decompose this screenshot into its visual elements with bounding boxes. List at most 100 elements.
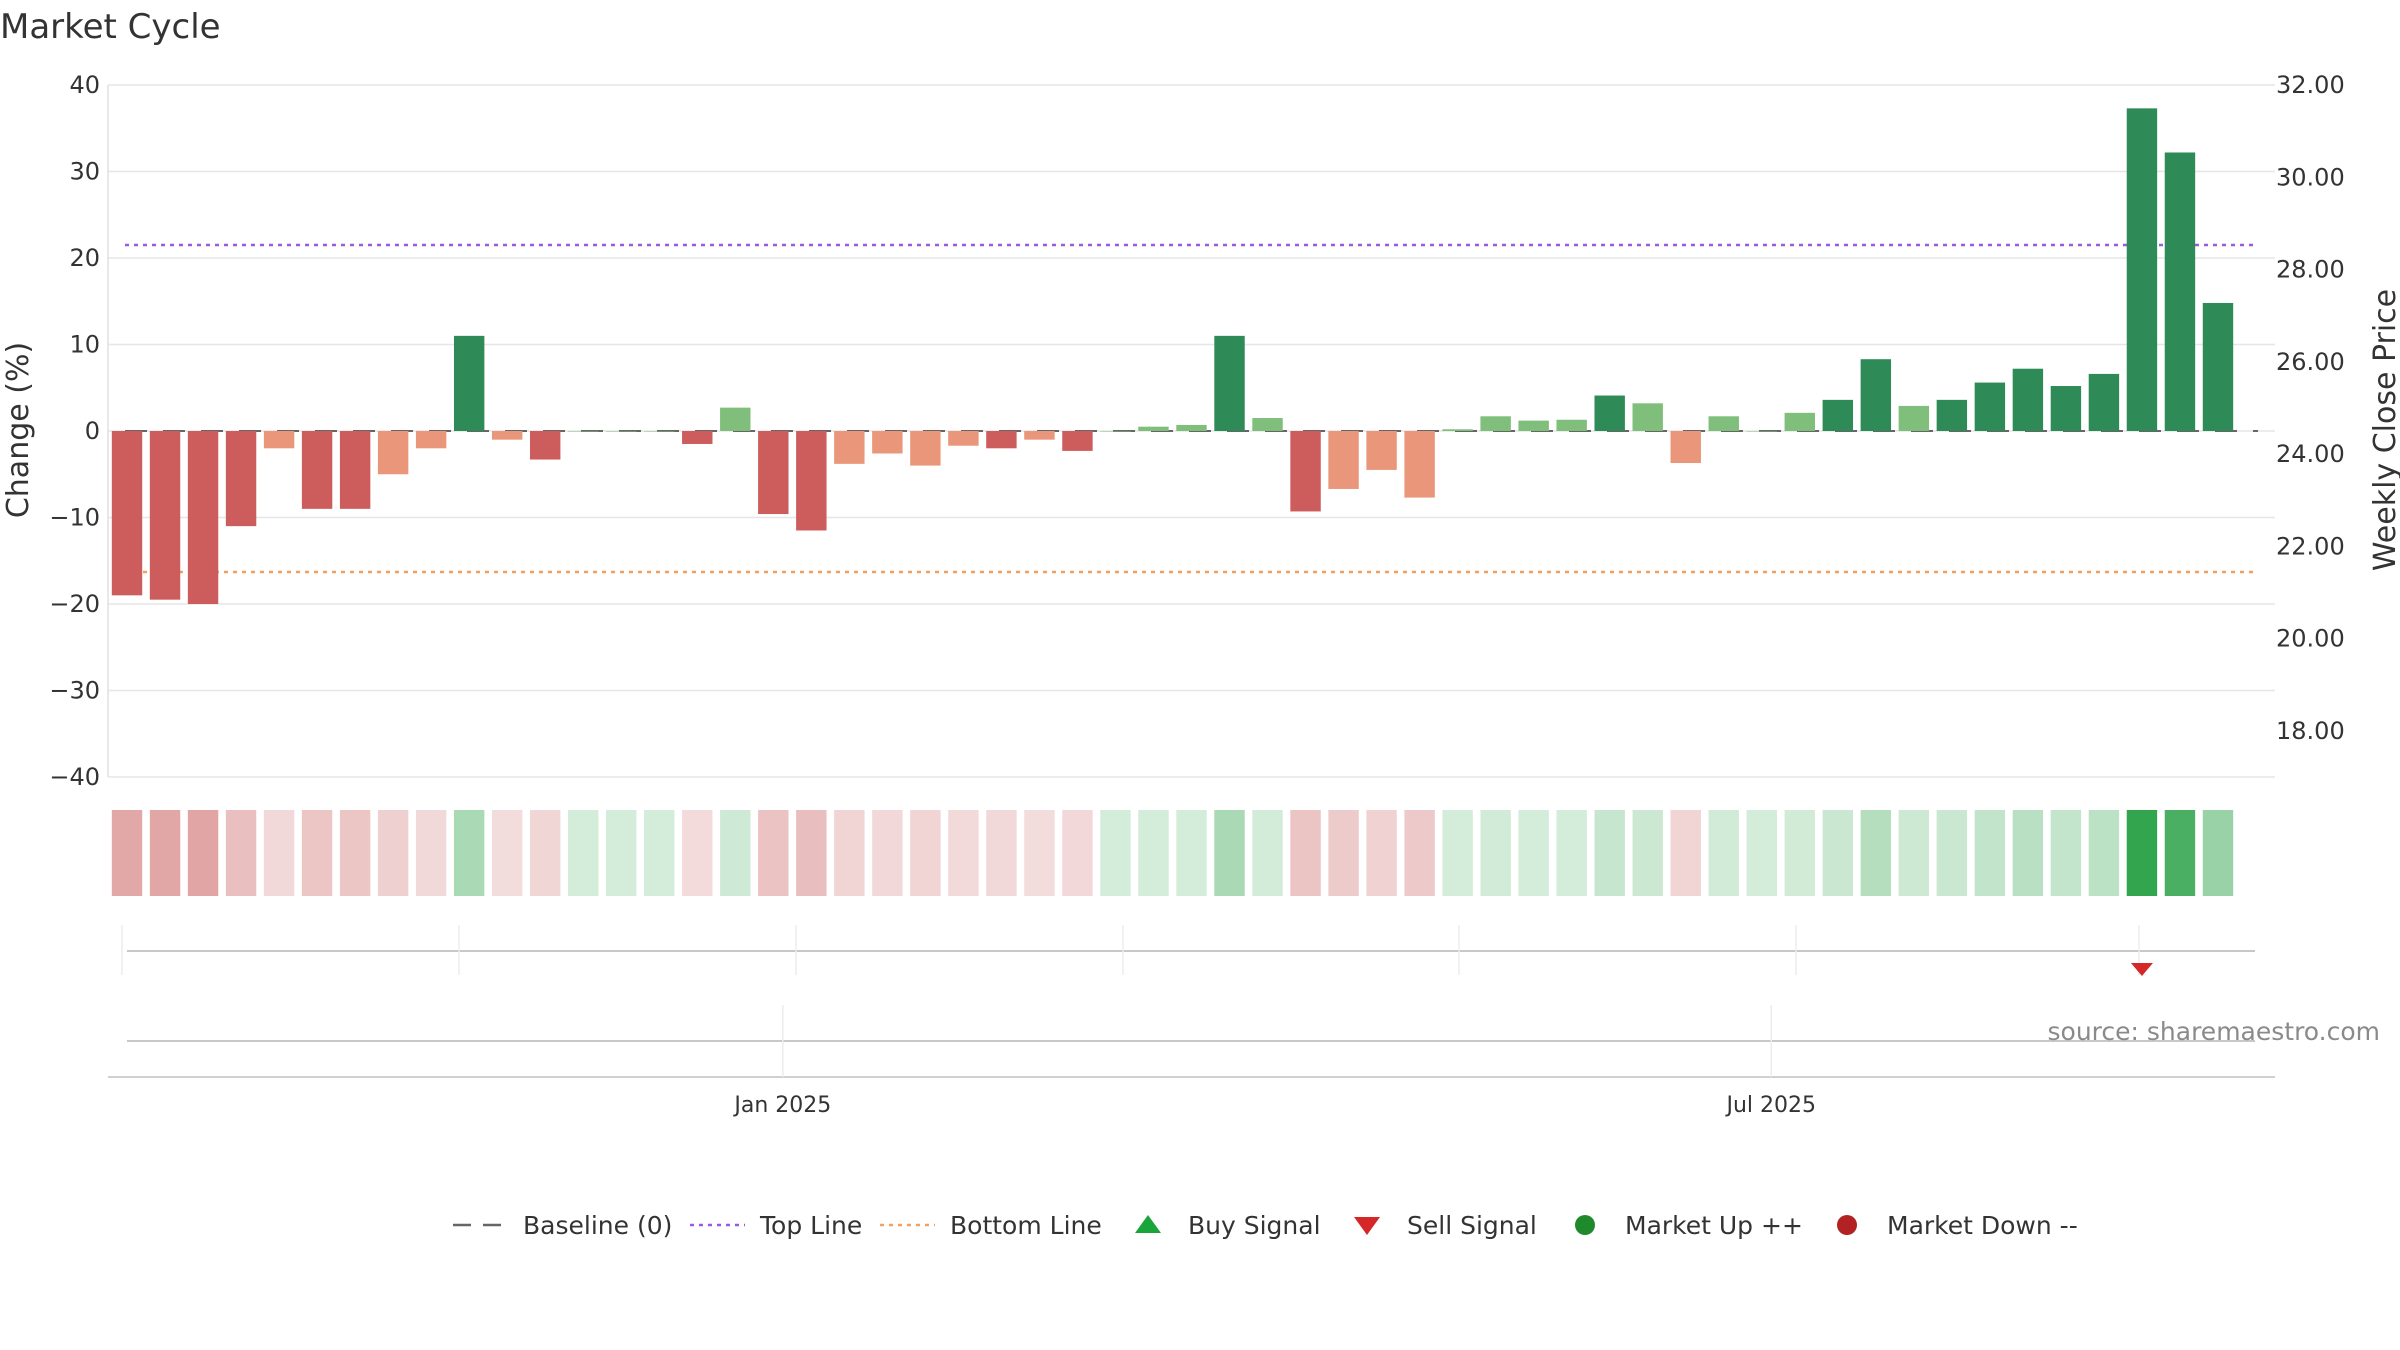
heat-cell bbox=[910, 810, 941, 896]
y-axis-ticks: 40 30 20 10 0 −10 −20 −30 −40 bbox=[49, 71, 100, 791]
heat-cell bbox=[111, 810, 143, 896]
heat-cell bbox=[1860, 810, 1892, 896]
heat-cell bbox=[453, 810, 485, 896]
bar bbox=[1632, 403, 1663, 431]
legend-label: Market Up ++ bbox=[1625, 1211, 1803, 1240]
bar bbox=[377, 431, 409, 475]
bar bbox=[111, 431, 143, 596]
heat-cell bbox=[644, 810, 675, 896]
heat-cell bbox=[491, 810, 523, 896]
bar bbox=[1404, 431, 1435, 498]
heat-cell bbox=[1442, 810, 1473, 896]
bar bbox=[986, 431, 1017, 449]
market-circle-icon bbox=[1575, 1215, 1595, 1235]
x-tick-label: Jul 2025 bbox=[1725, 1093, 1817, 1118]
heat-cell bbox=[1214, 810, 1245, 896]
buy-signal-icon bbox=[1135, 1215, 1161, 1233]
y-tick-label: −30 bbox=[49, 677, 100, 705]
y-tick-label: 10 bbox=[69, 331, 100, 359]
heat-cell bbox=[2126, 810, 2158, 896]
heat-cell bbox=[1328, 810, 1359, 896]
heat-strip bbox=[111, 810, 2234, 896]
bar bbox=[1442, 429, 1473, 431]
heat-cell bbox=[1062, 810, 1093, 896]
heat-cell bbox=[682, 810, 713, 896]
heat-cell bbox=[1556, 810, 1587, 896]
heat-cell bbox=[1746, 810, 1777, 896]
bar bbox=[1518, 420, 1549, 431]
legend-item: Top Line bbox=[690, 1211, 862, 1240]
heat-cell bbox=[1290, 810, 1321, 896]
y2-axis-title: Weekly Close Price bbox=[2368, 289, 2400, 571]
heat-cell bbox=[2050, 810, 2082, 896]
y2-axis-ticks: 32.00 30.00 28.00 26.00 24.00 22.00 20.00 18.00 bbox=[2276, 71, 2345, 745]
heat-cell bbox=[529, 810, 561, 896]
y2-tick-label: 20.00 bbox=[2276, 625, 2345, 653]
sell-signal-marker bbox=[2130, 963, 2153, 976]
x-tick-label: Jan 2025 bbox=[732, 1093, 831, 1118]
bar bbox=[796, 431, 827, 531]
bar bbox=[1290, 431, 1321, 512]
heat-cell bbox=[986, 810, 1017, 896]
bar bbox=[1214, 335, 1245, 431]
y2-tick-label: 22.00 bbox=[2276, 532, 2345, 560]
heat-cell bbox=[1100, 810, 1131, 896]
heat-cell bbox=[796, 810, 827, 896]
heat-cell bbox=[377, 810, 409, 896]
bar bbox=[415, 431, 447, 449]
y2-tick-label: 24.00 bbox=[2276, 440, 2345, 468]
bar bbox=[1062, 431, 1093, 451]
legend-item: Buy Signal bbox=[1135, 1211, 1321, 1240]
legend: Baseline (0) Top Line Bottom Line Buy Signa… bbox=[453, 1211, 2078, 1240]
y-tick-label: −10 bbox=[49, 504, 100, 532]
heat-cell bbox=[1404, 810, 1435, 896]
heat-cell bbox=[1252, 810, 1283, 896]
bar bbox=[834, 431, 865, 464]
bar bbox=[2050, 386, 2082, 431]
heat-cell bbox=[2202, 810, 2234, 896]
bar bbox=[682, 431, 713, 444]
bar bbox=[720, 407, 751, 431]
heat-cell bbox=[758, 810, 789, 896]
y2-tick-label: 26.00 bbox=[2276, 348, 2345, 376]
bar bbox=[149, 431, 181, 600]
bar bbox=[910, 431, 941, 466]
bar bbox=[301, 431, 333, 509]
heat-cell bbox=[1024, 810, 1055, 896]
bar bbox=[1974, 382, 2006, 431]
heat-cell bbox=[1898, 810, 1930, 896]
heat-cell bbox=[872, 810, 903, 896]
legend-item: Market Down -- bbox=[1837, 1211, 2078, 1240]
bars bbox=[111, 108, 2234, 604]
bar bbox=[2088, 373, 2120, 431]
bar bbox=[2012, 368, 2044, 431]
bar bbox=[644, 431, 675, 432]
bar bbox=[187, 431, 219, 604]
bar bbox=[529, 431, 561, 460]
bar bbox=[339, 431, 371, 509]
bar bbox=[1594, 395, 1625, 431]
bar bbox=[2126, 108, 2158, 431]
legend-item: Bottom Line bbox=[880, 1211, 1102, 1240]
bar bbox=[568, 431, 599, 432]
heat-cell bbox=[606, 810, 637, 896]
heat-cell bbox=[415, 810, 447, 896]
y2-tick-label: 28.00 bbox=[2276, 256, 2345, 284]
legend-label: Bottom Line bbox=[950, 1211, 1102, 1240]
heat-cell bbox=[301, 810, 333, 896]
heat-cell bbox=[2164, 810, 2196, 896]
y-tick-label: 30 bbox=[69, 158, 100, 186]
market-panel bbox=[108, 1005, 2275, 1078]
legend-item: Sell Signal bbox=[1354, 1211, 1537, 1240]
bar bbox=[2164, 152, 2196, 431]
bar bbox=[1328, 431, 1359, 489]
heat-cell bbox=[1480, 810, 1511, 896]
market-circle-icon bbox=[1837, 1215, 1857, 1235]
chart-title: Market Cycle bbox=[0, 7, 221, 47]
heat-cell bbox=[568, 810, 599, 896]
bar bbox=[758, 431, 789, 515]
bar bbox=[1670, 431, 1701, 464]
bar bbox=[491, 431, 523, 440]
legend-label: Baseline (0) bbox=[523, 1211, 672, 1240]
